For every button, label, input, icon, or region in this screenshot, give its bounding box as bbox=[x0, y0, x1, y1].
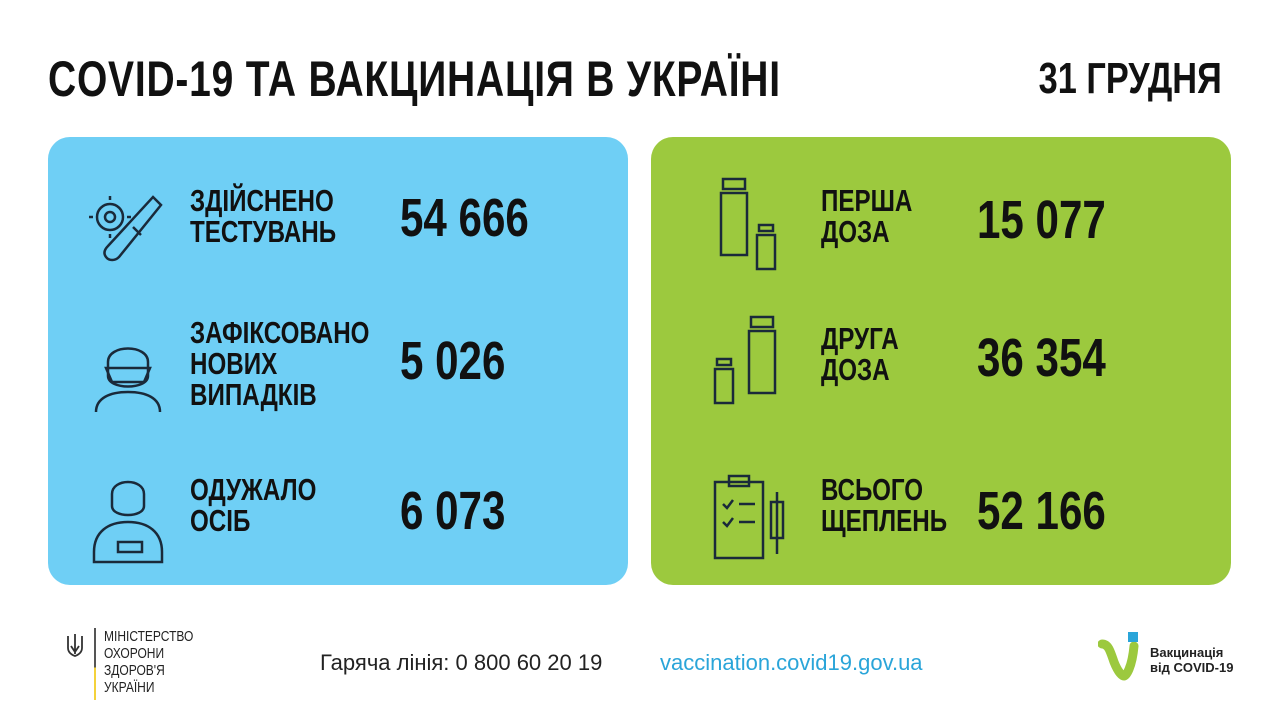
tests-label: ЗДІЙСНЕНО ТЕСТУВАНЬ bbox=[190, 183, 337, 249]
tests-value: 54 666 bbox=[400, 188, 529, 248]
covid-stats-panel: ЗДІЙСНЕНО ТЕСТУВАНЬ 54 666 ЗАФІКСОВАНО НОВ… bbox=[48, 137, 628, 585]
first-dose-row: ПЕРША ДОЗА 15 077 bbox=[651, 167, 1231, 287]
recovered-person-icon bbox=[92, 480, 164, 564]
first-dose-value: 15 077 bbox=[977, 190, 1106, 250]
cases-value: 5 026 bbox=[400, 331, 506, 391]
second-dose-row: ДРУГА ДОЗА 36 354 bbox=[651, 305, 1231, 425]
cases-label: ЗАФІКСОВАНО НОВИХ ВИПАДКІВ bbox=[190, 315, 370, 412]
cases-row: ЗАФІКСОВАНО НОВИХ ВИПАДКІВ 5 026 bbox=[48, 312, 628, 432]
tests-row: ЗДІЙСНЕНО ТЕСТУВАНЬ 54 666 bbox=[48, 177, 628, 297]
vaccine-vials-icon bbox=[719, 177, 777, 271]
website-link[interactable]: vaccination.covid19.gov.ua bbox=[660, 650, 923, 675]
clipboard-syringe-icon bbox=[713, 474, 785, 560]
total-value: 52 166 bbox=[977, 481, 1106, 541]
total-row: ВСЬОГО ЩЕПЛЕНЬ 52 166 bbox=[651, 462, 1231, 582]
page-title: COVID-19 ТА ВАКЦИНАЦІЯ В УКРАЇНІ bbox=[48, 51, 781, 107]
recovered-value: 6 073 bbox=[400, 481, 506, 541]
hotline-text: Гаряча лінія: 0 800 60 20 19 bbox=[320, 650, 603, 675]
vaccine-vials-icon bbox=[713, 315, 777, 405]
second-dose-value: 36 354 bbox=[977, 328, 1106, 388]
total-label: ВСЬОГО ЩЕПЛЕНЬ bbox=[821, 472, 948, 538]
recovered-label: ОДУЖАЛО ОСІБ bbox=[190, 472, 317, 538]
masked-person-icon bbox=[94, 347, 162, 413]
report-date: 31 ГРУДНЯ bbox=[1038, 54, 1222, 103]
trident-icon bbox=[67, 634, 83, 657]
vaccination-stats-panel: ПЕРША ДОЗА 15 077 ДРУГА ДОЗА 36 354 ВСЬОГО… bbox=[651, 137, 1231, 585]
recovered-row: ОДУЖАЛО ОСІБ 6 073 bbox=[48, 462, 628, 582]
first-dose-label: ПЕРША ДОЗА bbox=[821, 183, 913, 249]
test-tube-virus-icon bbox=[89, 195, 163, 262]
ministry-logo: МІНІСТЕРСТВО ОХОРОНИ ЗДОРОВ'Я УКРАЇНИ bbox=[66, 628, 216, 700]
vaccination-logo: Вакцинація від COVID-19 bbox=[1097, 630, 1248, 690]
second-dose-label: ДРУГА ДОЗА bbox=[821, 321, 899, 387]
v-logo-icon bbox=[1097, 632, 1139, 681]
